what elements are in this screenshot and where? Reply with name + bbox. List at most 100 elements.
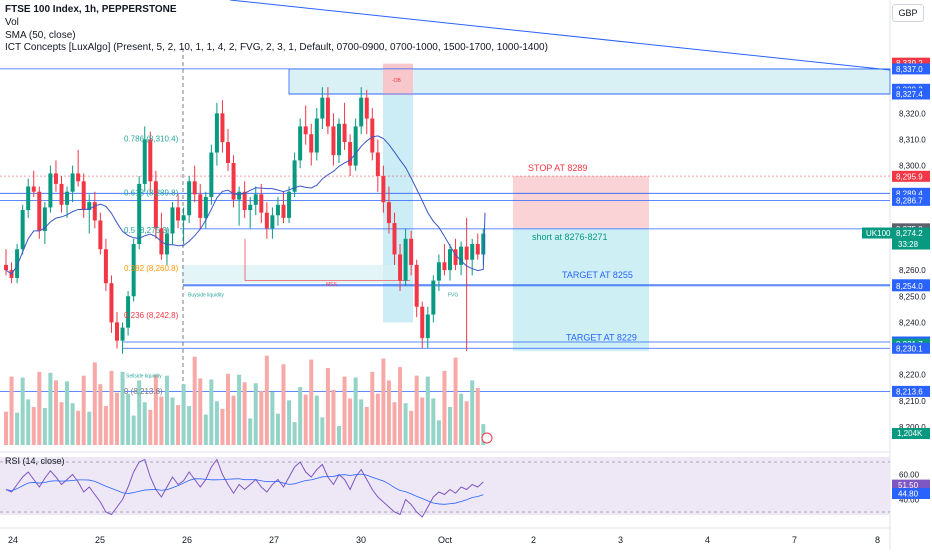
rsi-value-label: 51.50	[898, 481, 919, 490]
candle-body	[115, 322, 119, 341]
price-tag-box	[892, 187, 930, 199]
candle	[164, 228, 169, 265]
candle	[370, 108, 375, 161]
candle	[442, 244, 447, 276]
volume-bar	[420, 397, 425, 445]
candle	[259, 183, 264, 224]
rsi-indicator-label[interactable]: RSI (14, close)	[5, 456, 65, 466]
sma-line	[5, 135, 486, 275]
candle-body	[242, 191, 247, 211]
candle	[381, 165, 386, 213]
sma-indicator-label[interactable]: SMA (50, close)	[5, 30, 76, 41]
volume-bar	[59, 402, 64, 445]
candle	[137, 176, 142, 250]
ict-indicator-label[interactable]: ICT Concepts [LuxAlgo] (Present, 5, 2, 1…	[5, 42, 548, 53]
volume-indicator-label[interactable]: Vol	[5, 17, 19, 28]
volume-bar	[403, 403, 408, 445]
price-tick-label: 8,260.0	[899, 266, 926, 275]
volume-bar	[287, 400, 292, 445]
candle-body	[187, 181, 192, 216]
volume-bar	[325, 368, 330, 445]
volume-bar	[103, 406, 108, 445]
price-tag-label: 8,213.6	[896, 387, 923, 396]
candle-body	[459, 246, 464, 265]
candle	[37, 186, 42, 239]
trend-line	[229, 0, 891, 71]
candle-body	[314, 118, 319, 153]
volume-bar	[181, 384, 186, 445]
fib-level-label: 0.382 (8,260.8)	[124, 264, 179, 273]
candle-body	[42, 207, 47, 231]
price-tag-label: 8,274.2	[896, 229, 923, 238]
candle	[53, 160, 58, 192]
candle-body	[15, 249, 20, 278]
volume-bar	[292, 422, 297, 445]
candle	[342, 102, 347, 150]
volume-bar	[436, 420, 441, 445]
candle-body	[342, 123, 347, 143]
volume-bar	[309, 359, 314, 445]
rsi-ma-value-box	[892, 488, 930, 499]
volume-bar	[153, 374, 158, 445]
candle-body	[81, 181, 86, 211]
volume-bar	[464, 401, 469, 445]
target-2-annotation: TARGET AT 8229	[566, 333, 637, 343]
candle-body	[270, 215, 275, 229]
volume-bar	[248, 418, 253, 445]
volume-bar	[81, 375, 86, 445]
candle-body	[359, 97, 364, 127]
candle	[470, 238, 475, 276]
fvg-annotation: FVG	[448, 292, 458, 298]
candle-body	[176, 207, 181, 221]
countdown-label: 33:28	[898, 240, 919, 249]
target-1-annotation: TARGET AT 8255	[562, 270, 633, 280]
candle	[459, 241, 464, 276]
candle-body	[237, 191, 242, 200]
candle-body	[386, 202, 391, 224]
candle	[76, 149, 81, 187]
candle	[98, 212, 103, 255]
volume-bar	[342, 376, 347, 445]
target-zone	[513, 228, 649, 352]
volume-bar	[176, 405, 181, 445]
time-tick-label: 8	[875, 535, 880, 545]
candle-body	[375, 152, 380, 177]
candle	[48, 165, 53, 213]
candle	[409, 230, 414, 276]
rsi-band	[0, 457, 890, 515]
candle-body	[87, 202, 92, 211]
candle-body	[353, 126, 358, 166]
candle	[309, 123, 314, 166]
candle-body	[153, 181, 158, 229]
candle-body	[414, 264, 419, 307]
volume-bar	[70, 403, 75, 445]
price-tag-label: 8,286.7	[896, 196, 923, 205]
candle	[214, 102, 219, 166]
volume-bar	[264, 355, 269, 445]
candle	[181, 207, 186, 244]
candle	[203, 191, 208, 229]
candle-body	[309, 134, 314, 153]
candle-body	[126, 296, 131, 328]
volume-bar	[20, 377, 25, 445]
candle-body	[281, 204, 286, 218]
candle	[414, 259, 419, 318]
candle	[464, 217, 469, 352]
candle	[375, 139, 380, 192]
volume-bar	[281, 364, 286, 445]
volume-bar	[259, 390, 264, 445]
candle-body	[109, 283, 114, 323]
candle	[298, 118, 303, 169]
candle-body	[398, 254, 403, 281]
volume-bar	[26, 399, 31, 445]
candle	[65, 186, 70, 218]
candle	[109, 275, 114, 333]
candle-body	[220, 113, 225, 143]
volume-bar	[109, 370, 114, 445]
candle	[192, 165, 197, 203]
candle-body	[464, 246, 469, 260]
price-tag-box	[892, 385, 930, 397]
currency-button[interactable]: GBP	[892, 4, 924, 22]
